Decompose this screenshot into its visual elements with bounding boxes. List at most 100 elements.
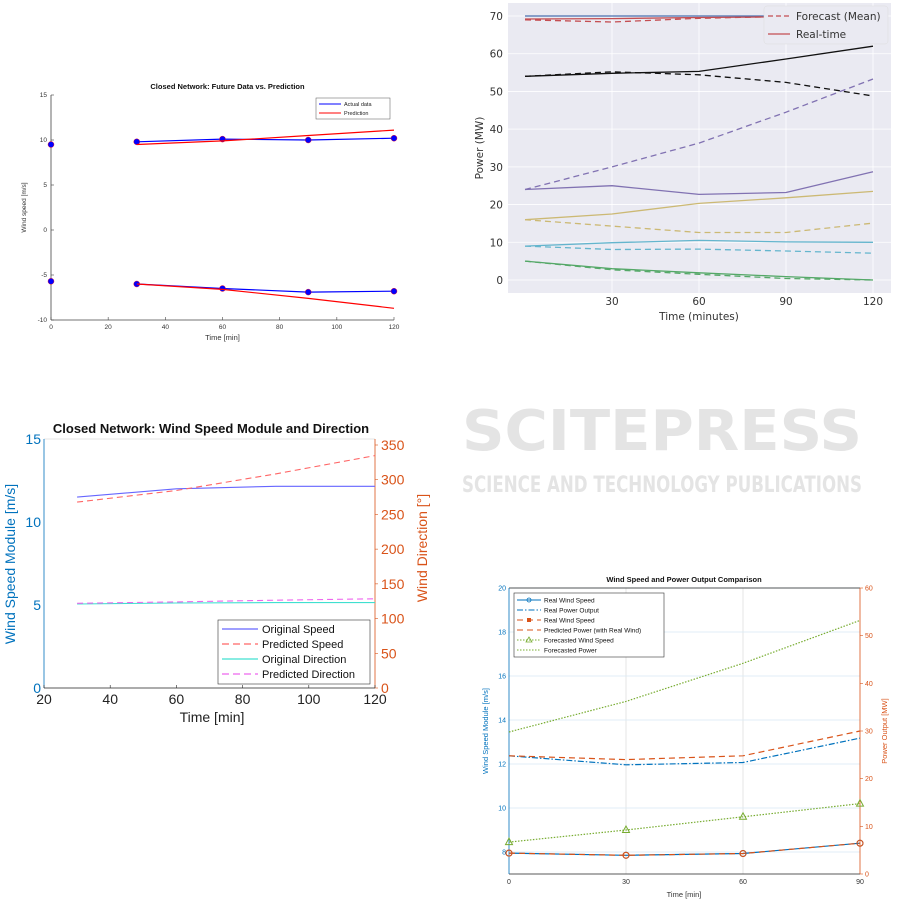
x-tick-label: 40 (102, 691, 118, 707)
chart-speed-power-comparison: 0 30 60 90 8 10 12 14 16 18 20 0 10 20 30 40 50 60 Wind Sp… (481, 575, 889, 899)
legend-label: Real Power Output (544, 608, 599, 615)
y-tick-label: 15 (40, 92, 48, 99)
actual-data-point (219, 285, 226, 292)
x-tick-label: 120 (863, 296, 883, 308)
marker-square (739, 849, 747, 858)
legend-label: Real Wind Speed (544, 618, 595, 625)
series-purple-real-time (524, 171, 874, 196)
y-left-tick-label: 10 (498, 806, 506, 813)
series-3-predicted-power-with-real-wind- (508, 730, 861, 761)
y-right-tick-label: 40 (865, 681, 873, 688)
series-4-forecasted-wind-speed (508, 803, 861, 843)
legend-label: Predicted Direction (262, 669, 355, 681)
series-black-real-time (524, 45, 874, 77)
x-tick-label: 60 (219, 324, 227, 331)
y-left-tick-label: 15 (25, 431, 41, 447)
x-tick-label: 90 (856, 879, 864, 886)
x-tick-label: 40 (162, 324, 170, 331)
y-tick-label: 0 (43, 227, 47, 234)
legend-label: Real Wind Speed (544, 598, 595, 605)
marker-triangle (855, 798, 865, 807)
marker-triangle (738, 811, 748, 820)
y-left-tick-label: 8 (502, 850, 506, 857)
series-original-speed (77, 485, 375, 498)
legend: Original Speed Predicted Speed Original Di… (217, 619, 371, 685)
series-purple-forecast (524, 78, 874, 191)
x-tick-label: 30 (622, 879, 630, 886)
history-data-point (47, 278, 55, 285)
y-left-tick-label: 16 (498, 674, 506, 681)
y-tick-label: 10 (40, 137, 48, 144)
y-right-tick-label: 20 (865, 776, 873, 783)
y-tick-label: 40 (490, 124, 503, 136)
x-tick-label: 20 (105, 324, 113, 331)
chart-title: Wind Speed and Power Output Comparison (606, 575, 762, 584)
legend-marker-circle (526, 597, 532, 603)
y-left-tick-label: 5 (33, 597, 41, 613)
legend-label: Forecasted Wind Speed (544, 638, 614, 645)
history-data-point (47, 141, 55, 148)
y-right-tick-label: 300 (381, 472, 405, 488)
plot-area (51, 95, 394, 320)
marker-square (505, 849, 513, 857)
x-tick-label: 60 (739, 879, 747, 886)
legend-label: Original Speed (262, 624, 335, 636)
y-right-axis-label: Power Output [MW] (880, 698, 889, 763)
series-2-real-wind-speed (508, 842, 861, 856)
x-axis-label: Time (minutes) (658, 311, 739, 323)
y-right-tick-label: 200 (381, 541, 405, 557)
y-left-tick-label: 18 (498, 630, 506, 637)
y-tick-label: 30 (490, 162, 503, 174)
legend-label: Predicted Power (with Real Wind) (544, 628, 641, 635)
x-tick-label: 80 (235, 691, 251, 707)
legend-label: Predicted Speed (262, 639, 343, 651)
series-cyan-forecast (524, 245, 874, 254)
chart-power-forecast: 0 10 20 30 40 50 60 70 30 60 90 120 Time (minutes) Po… (474, 3, 891, 323)
series-gold-forecast (524, 219, 874, 234)
actual-data-point (305, 288, 312, 296)
x-tick-label: 120 (389, 324, 400, 331)
legend-box (217, 619, 371, 685)
x-tick-label: 120 (363, 691, 387, 707)
x-tick-label: 60 (169, 691, 185, 707)
series-actual-line (136, 137, 395, 143)
y-right-tick-label: 60 (865, 586, 873, 593)
series-5-forecasted-power (508, 619, 861, 733)
y-left-tick-label: 12 (498, 762, 506, 769)
actual-data-point (305, 136, 312, 144)
x-tick-label: 60 (692, 296, 705, 308)
legend: Forecast (Mean) Real-time (763, 5, 889, 45)
x-axis-label: Time [min] (180, 709, 245, 725)
legend-box (513, 592, 665, 658)
series-green-real-time (524, 260, 874, 281)
y-tick-label: 20 (490, 200, 503, 212)
y-right-tick-label: 50 (381, 645, 397, 661)
legend: Real Wind Speed Real Power Output Real Win… (513, 592, 665, 658)
y-right-tick-label: 10 (865, 824, 873, 831)
x-axis-label: Time [min] (667, 890, 702, 899)
y-left-tick-label: 0 (33, 680, 41, 696)
y-axis-label: Power (MW) (474, 117, 486, 180)
chart-title: Closed Network: Wind Speed Module and Di… (53, 421, 369, 436)
y-tick-label: 5 (43, 182, 47, 189)
chart-speed-direction: 20 40 60 80 100 12005101505010015020025030035… (2, 421, 430, 725)
y-tick-label: 0 (496, 275, 503, 287)
y-tick-label: 10 (490, 237, 503, 249)
y-right-tick-label: 250 (381, 506, 405, 522)
series-cyan-real-time (524, 239, 874, 247)
y-left-tick-label: 14 (498, 718, 506, 725)
y-tick-label: 50 (490, 86, 503, 98)
marker-triangle (504, 837, 514, 846)
x-tick-label: 90 (779, 296, 792, 308)
x-tick-label: 0 (507, 879, 511, 886)
x-tick-label: 80 (276, 324, 284, 331)
y-left-axis-label: Wind Speed Module [m/s] (481, 688, 490, 774)
actual-data-point (390, 288, 398, 295)
chart-title: Closed Network: Future Data vs. Predicti… (150, 82, 305, 91)
y-right-tick-label: 100 (381, 611, 405, 627)
x-axis-label: Time [min] (205, 333, 240, 342)
legend-label: Prediction (344, 111, 368, 117)
x-tick-label: 20 (36, 691, 52, 707)
legend-label: Real-time (796, 29, 846, 41)
